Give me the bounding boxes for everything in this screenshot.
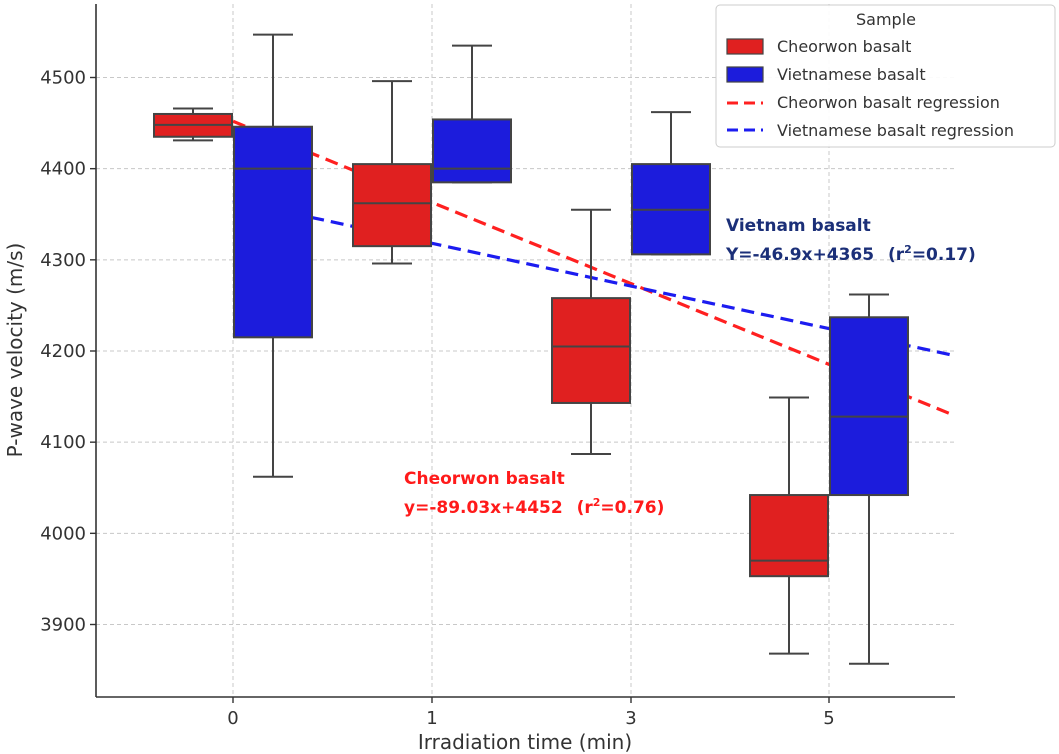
box-cheorwon-0 [153, 107, 233, 142]
box-plots [153, 33, 909, 665]
box-vietnamese-0 [233, 33, 313, 478]
x-axis-title: Irradiation time (min) [418, 730, 632, 754]
box-iqr [551, 297, 631, 404]
box-iqr [233, 125, 313, 339]
legend: Sample Cheorwon basalt Vietnamese basalt… [715, 4, 1056, 148]
cheorwon-annotation-title: Cheorwon basalt [404, 469, 565, 489]
y-tick-label-4500: 4500 [40, 68, 86, 89]
y-ticks: 3900 4000 4100 4200 4300 4400 4500 [40, 68, 96, 636]
x-ticks: 0 1 3 5 [227, 697, 835, 729]
y-tick-label-4000: 4000 [40, 523, 86, 544]
vietnam-eq-sup: 2 [904, 243, 912, 256]
box-iqr [352, 163, 432, 248]
x-tick-label-0: 0 [227, 708, 238, 729]
legend-swatch-cheorwon [726, 38, 764, 55]
legend-frame [715, 4, 1056, 148]
cheorwon-eq-main: y=-89.03x+4452 [404, 498, 563, 518]
box-vietnamese-1 [432, 44, 512, 184]
cheorwon-annotation-equation: y=-89.03x+4452 (r2=0.76) [404, 496, 664, 518]
y-tick-label-4200: 4200 [40, 341, 86, 362]
y-tick-label-4100: 4100 [40, 432, 86, 453]
box-iqr [749, 494, 829, 578]
box-iqr [829, 316, 909, 497]
y-tick-label-4300: 4300 [40, 250, 86, 271]
legend-swatch-vietnamese [726, 66, 764, 83]
y-tick-label-3900: 3900 [40, 615, 86, 636]
legend-label-cheorwon: Cheorwon basalt [777, 37, 911, 56]
box-vietnamese-3 [631, 111, 711, 256]
legend-label-vietnamese-regression: Vietnamese basalt regression [777, 121, 1014, 140]
y-axis-title: P-wave velocity (m/s) [3, 243, 27, 458]
vietnam-eq-end: =0.17) [912, 245, 976, 265]
legend-label-cheorwon-regression: Cheorwon basalt regression [777, 93, 1000, 112]
y-tick-label-4400: 4400 [40, 159, 86, 180]
vietnam-annotation-equation: Y=-46.9x+4365 (r2=0.17) [725, 243, 976, 265]
vietnam-annotation-title: Vietnam basalt [726, 216, 871, 236]
box-iqr [432, 118, 512, 184]
box-cheorwon-5 [749, 396, 829, 655]
x-tick-label-5: 5 [823, 708, 834, 729]
cheorwon-eq-end: =0.76) [600, 498, 664, 518]
legend-label-vietnamese: Vietnamese basalt [777, 65, 926, 84]
box-cheorwon-3 [551, 208, 631, 456]
box-vietnamese-5 [829, 293, 909, 665]
x-tick-label-3: 3 [625, 708, 636, 729]
box-cheorwon-1 [352, 80, 432, 265]
cheorwon-eq-sup: 2 [593, 496, 601, 509]
x-tick-label-1: 1 [426, 708, 437, 729]
cheorwon-eq-r: (r [577, 498, 594, 518]
legend-title: Sample [856, 10, 916, 29]
vietnam-eq-main: Y=-46.9x+4365 [725, 245, 874, 265]
vietnam-eq-r: (r [888, 245, 905, 265]
